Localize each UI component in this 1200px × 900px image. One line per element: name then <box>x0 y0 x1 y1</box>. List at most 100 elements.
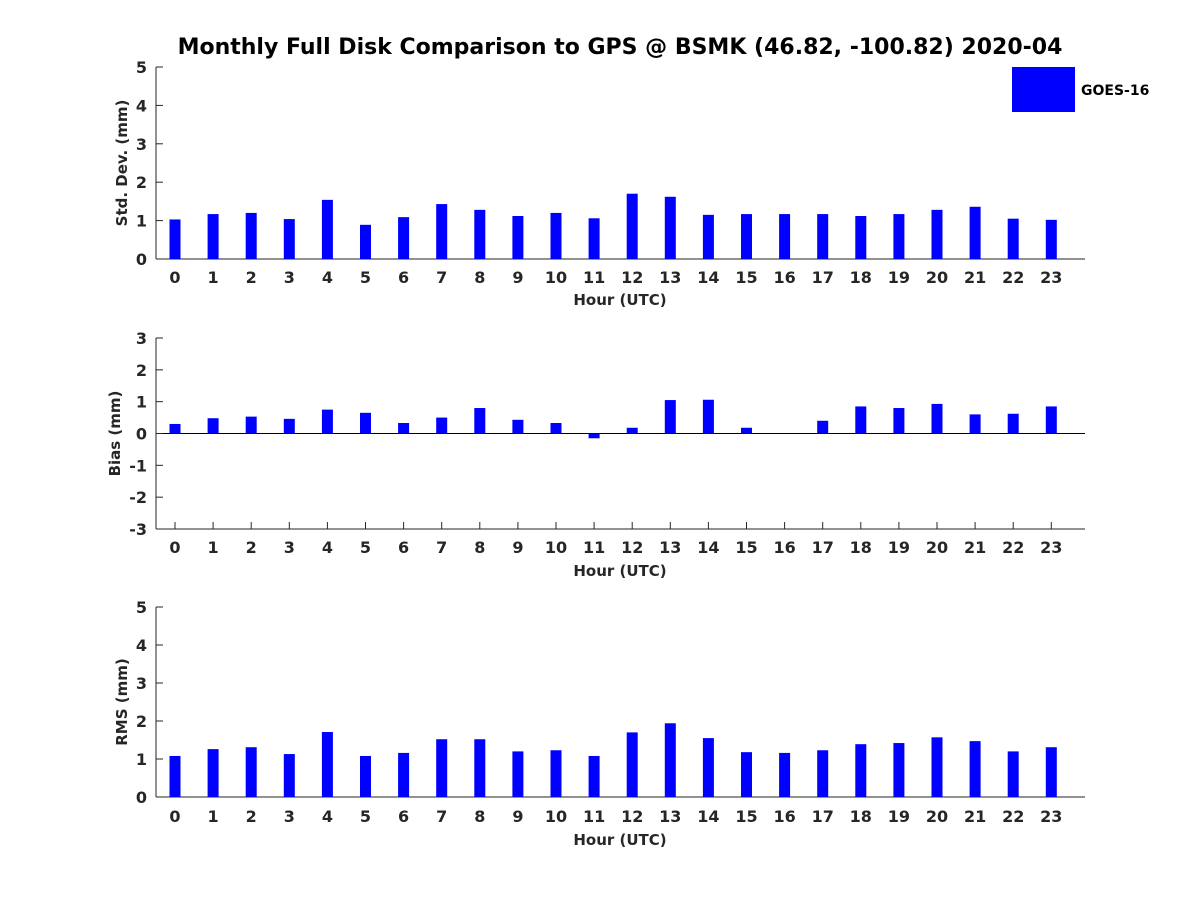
std-dev-x-tick-label: 5 <box>360 268 371 287</box>
std-dev-x-tick-label: 3 <box>284 268 295 287</box>
bias-bar-hour-20 <box>931 403 943 434</box>
std-dev-x-tick-label: 4 <box>322 268 333 287</box>
bias-y-axis-label: Bias (mm) <box>106 391 124 477</box>
rms-x-tick-label: 13 <box>659 807 681 826</box>
rms-y-axis-label: RMS (mm) <box>113 658 131 745</box>
bias-bar-hour-6 <box>398 422 410 434</box>
std-dev-bar-hour-20 <box>931 209 943 259</box>
bias-bar-hour-10 <box>550 422 562 434</box>
rms-x-tick-label: 1 <box>208 807 219 826</box>
rms-bar-hour-17 <box>817 750 829 797</box>
bias-x-tick-label: 16 <box>773 538 795 557</box>
std-dev-x-tick-label: 16 <box>773 268 795 287</box>
bias-x-tick-label: 10 <box>545 538 567 557</box>
rms-x-tick-label: 6 <box>398 807 409 826</box>
rms-bar-hour-5 <box>360 755 371 797</box>
std-dev-x-tick-label: 11 <box>583 268 605 287</box>
std-dev-x-tick-label: 13 <box>659 268 681 287</box>
bias-x-tick-label: 19 <box>888 538 910 557</box>
std-dev-bar-hour-4 <box>321 199 333 259</box>
bias-x-tick-label: 9 <box>512 538 523 557</box>
rms-bar-hour-20 <box>931 737 943 797</box>
bias-y-tick-label: -1 <box>129 456 147 475</box>
bias-bar-hour-12 <box>626 427 638 434</box>
rms-bar-hour-0 <box>169 755 181 797</box>
std-dev-x-tick-label: 0 <box>169 268 180 287</box>
std-dev-y-tick-label: 3 <box>136 135 147 154</box>
std-dev-bar-hour-19 <box>893 214 905 259</box>
rms-x-axis-label: Hour (UTC) <box>573 831 666 849</box>
rms-bar-hour-10 <box>550 750 562 797</box>
bias-bar-hour-19 <box>893 408 905 434</box>
legend-label-goes-16: GOES-16 <box>1081 83 1149 99</box>
bias-x-tick-label: 4 <box>322 538 333 557</box>
std-dev-bar-hour-13 <box>664 196 676 259</box>
rms-x-tick-label: 11 <box>583 807 605 826</box>
rms-x-tick-label: 0 <box>169 807 180 826</box>
rms-x-tick-label: 18 <box>850 807 872 826</box>
std-dev-bar-hour-11 <box>588 218 600 259</box>
bias-x-tick-label: 1 <box>208 538 219 557</box>
rms-x-tick-label: 2 <box>246 807 257 826</box>
rms-x-tick-label: 17 <box>812 807 834 826</box>
bias-bar-hour-23 <box>1045 406 1057 434</box>
std-dev-x-tick-label: 10 <box>545 268 567 287</box>
rms-x-tick-label: 21 <box>964 807 986 826</box>
bias-x-tick-label: 7 <box>436 538 447 557</box>
bias-bar-hour-3 <box>283 418 295 434</box>
bias-x-tick-label: 22 <box>1002 538 1024 557</box>
bias-x-tick-label: 0 <box>169 538 180 557</box>
std-dev-x-tick-label: 15 <box>735 268 757 287</box>
bias-x-tick-label: 11 <box>583 538 605 557</box>
bias-y-tick-label: 0 <box>136 425 147 444</box>
rms-x-tick-label: 20 <box>926 807 948 826</box>
rms-bar-hour-15 <box>741 752 752 797</box>
rms-bar-hour-8 <box>474 739 486 797</box>
std-dev-x-tick-label: 9 <box>512 268 523 287</box>
std-dev-bar-hour-15 <box>741 214 752 259</box>
std-dev-x-tick-label: 14 <box>697 268 719 287</box>
bias-y-tick-label: 3 <box>136 329 147 348</box>
bias-y-tick-label: 1 <box>136 393 147 412</box>
bias-bar-hour-4 <box>321 409 333 434</box>
bias-bar-hour-13 <box>664 400 676 434</box>
rms-x-tick-label: 16 <box>773 807 795 826</box>
std-dev-x-tick-label: 1 <box>208 268 219 287</box>
rms-x-tick-label: 15 <box>735 807 757 826</box>
std-dev-bar-hour-14 <box>702 214 714 259</box>
std-dev-bar-hour-12 <box>626 193 638 259</box>
std-dev-bar-hour-10 <box>550 212 562 259</box>
std-dev-bar-hour-2 <box>245 212 257 259</box>
std-dev-x-tick-label: 18 <box>850 268 872 287</box>
std-dev-bar-hour-22 <box>1007 218 1019 259</box>
bias-bar-hour-11 <box>588 433 600 439</box>
rms-y-tick-label: 3 <box>136 674 147 693</box>
std-dev-y-tick-label: 0 <box>136 250 147 269</box>
std-dev-bar-hour-16 <box>779 214 791 259</box>
std-dev-bar-hour-0 <box>169 219 181 259</box>
std-dev-x-tick-label: 23 <box>1040 268 1062 287</box>
bias-bar-hour-5 <box>360 412 371 434</box>
bias-x-tick-label: 17 <box>812 538 834 557</box>
rms-bar-hour-7 <box>436 739 448 797</box>
bias-x-tick-label: 12 <box>621 538 643 557</box>
rms-bar-hour-13 <box>664 723 676 797</box>
rms-bar-hour-9 <box>512 751 524 797</box>
std-dev-x-tick-label: 17 <box>812 268 834 287</box>
bias-x-tick-label: 14 <box>697 538 719 557</box>
std-dev-y-tick-label: 1 <box>136 212 147 231</box>
bias-x-tick-label: 13 <box>659 538 681 557</box>
bias-x-tick-label: 2 <box>246 538 257 557</box>
rms-bar-hour-16 <box>779 752 791 797</box>
rms-x-tick-label: 5 <box>360 807 371 826</box>
bias-bar-hour-18 <box>855 406 867 434</box>
rms-bar-hour-6 <box>398 752 410 797</box>
rms-y-tick-label: 1 <box>136 750 147 769</box>
rms-bar-hour-14 <box>702 738 714 797</box>
bias-bar-hour-15 <box>741 427 752 434</box>
rms-y-tick-label: 0 <box>136 788 147 807</box>
rms-bar-hour-1 <box>207 749 219 797</box>
bias-x-tick-label: 18 <box>850 538 872 557</box>
